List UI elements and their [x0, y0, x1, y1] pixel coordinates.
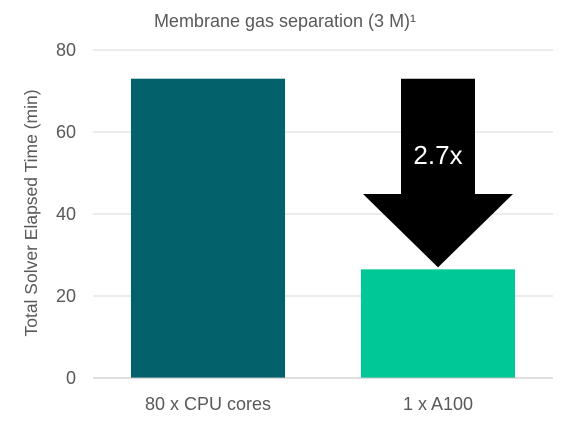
x-tick-label: 1 x A100 [403, 394, 473, 414]
bars [130, 78, 516, 378]
y-tick-label: 0 [66, 368, 76, 388]
speedup-annotation: 2.7x [363, 78, 513, 268]
y-axis-ticks: 0 20 40 60 80 [56, 40, 76, 388]
y-tick-label: 20 [56, 286, 76, 306]
y-tick-label: 60 [56, 122, 76, 142]
chart-title: Membrane gas separation (3 M)¹ [154, 11, 416, 31]
x-tick-label: 80 x CPU cores [145, 394, 271, 414]
x-axis-ticks: 80 x CPU cores 1 x A100 [145, 394, 473, 414]
bar-2 [360, 269, 516, 378]
down-arrow-icon [363, 78, 513, 268]
bar-1 [130, 78, 286, 378]
y-tick-label: 80 [56, 40, 76, 60]
y-tick-label: 40 [56, 204, 76, 224]
y-axis-label: Total Solver Elapsed Time (min) [21, 89, 41, 336]
speedup-label: 2.7x [413, 140, 462, 170]
